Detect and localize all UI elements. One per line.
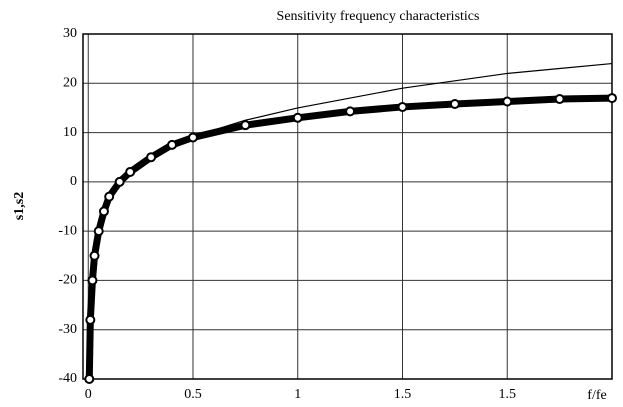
data-point — [85, 314, 96, 325]
x-tick-label: 1 — [294, 387, 301, 402]
data-point — [104, 191, 115, 202]
series-line — [85, 94, 613, 380]
y-tick-label: -20 — [58, 273, 77, 288]
chart-title: Sensitivity frequency characteristics — [277, 9, 480, 24]
y-tick-label: -40 — [58, 371, 77, 386]
plot-frame — [82, 33, 613, 380]
data-point — [84, 374, 95, 384]
data-point — [502, 96, 513, 107]
data-point — [345, 106, 356, 117]
data-point — [607, 93, 617, 104]
data-point — [114, 176, 125, 187]
x-axis-label: f/fe — [587, 388, 606, 403]
y-tick-label: 10 — [63, 125, 77, 140]
data-point — [125, 167, 136, 177]
y-tick-label: -10 — [58, 223, 77, 238]
data-point — [98, 206, 109, 217]
y-axis-label: s1,s2 — [12, 192, 27, 220]
x-tick-label: 0.5 — [184, 387, 202, 402]
data-point — [89, 250, 100, 261]
y-tick-label: 20 — [63, 76, 77, 91]
data-point — [167, 139, 178, 150]
data-point — [240, 120, 251, 131]
x-tick-label: 1.5 — [394, 387, 412, 402]
data-point — [292, 112, 303, 123]
data-point — [449, 98, 460, 109]
x-tick-label: 1.5 — [498, 387, 516, 402]
data-point — [93, 226, 104, 237]
data-point — [187, 132, 198, 143]
y-tick-label: 30 — [63, 26, 77, 41]
x-tick-label: 0 — [85, 387, 92, 402]
y-tick-label: -30 — [58, 322, 77, 337]
data-point — [146, 152, 157, 163]
data-point — [87, 275, 98, 286]
data-point — [554, 94, 565, 105]
y-tick-label: 0 — [70, 174, 77, 189]
data-point — [397, 101, 408, 112]
